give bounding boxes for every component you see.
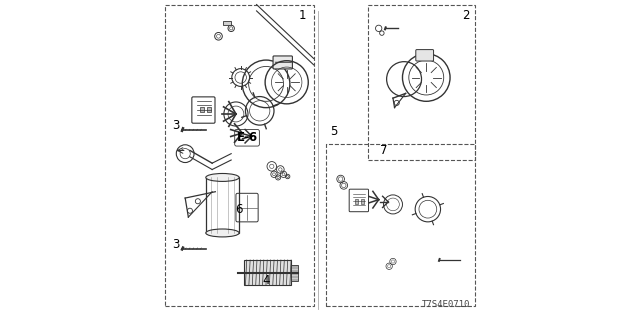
Ellipse shape	[206, 173, 239, 181]
Bar	[360, 199, 364, 204]
Ellipse shape	[206, 229, 239, 237]
Bar	[326, 144, 476, 306]
Text: 1: 1	[299, 9, 307, 22]
Bar	[367, 4, 476, 160]
Bar	[291, 265, 298, 281]
Text: T7S4E0710: T7S4E0710	[422, 300, 470, 309]
Text: 7: 7	[380, 144, 387, 157]
Bar	[164, 4, 314, 306]
Bar	[223, 21, 231, 25]
Text: E-6: E-6	[236, 131, 258, 144]
FancyBboxPatch shape	[416, 50, 433, 61]
Text: 3: 3	[172, 119, 179, 132]
FancyBboxPatch shape	[273, 56, 292, 69]
Bar	[206, 178, 239, 233]
Bar	[207, 107, 211, 112]
Text: 6: 6	[236, 203, 243, 216]
Bar	[244, 260, 291, 285]
Text: 5: 5	[331, 125, 338, 138]
Bar	[200, 107, 204, 112]
Text: 3: 3	[172, 237, 179, 251]
Bar	[355, 199, 358, 204]
Text: 4: 4	[262, 274, 270, 287]
Text: 2: 2	[462, 9, 470, 22]
